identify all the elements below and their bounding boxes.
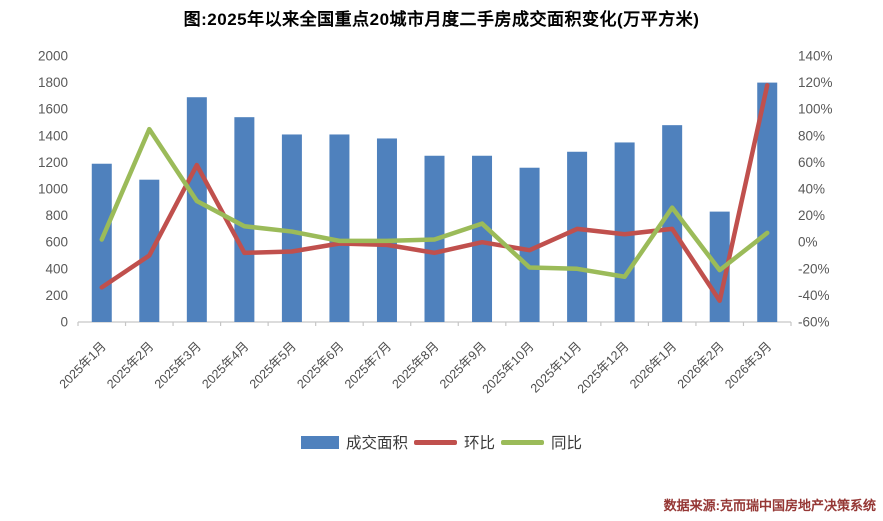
volume-bar [186,97,207,322]
volume-bar-swatch [300,435,339,449]
volume-bar [662,125,683,322]
volume-bar [472,155,493,322]
right-axis-tick-label: 140% [798,49,833,64]
x-category-label: 2025年10月 [480,339,537,396]
left-axis-tick-label: 800 [45,208,68,223]
left-axis-tick-label: 1400 [38,128,68,143]
left-axis-tick-label: 200 [45,288,68,303]
right-axis-tick-label: 100% [798,102,833,117]
right-axis-tick-label: -60% [798,315,830,330]
left-axis-tick-label: 600 [45,235,68,250]
volume-bar [91,163,112,322]
yoy-line [99,126,770,280]
right-axis-tick-label: -40% [798,288,830,303]
left-axis-tick-label: 1600 [38,102,68,117]
left-axis-tick-label: 400 [45,261,68,276]
volume-bar [329,134,350,322]
x-category-label: 2025年7月 [342,339,394,391]
left-axis-tick-label: 0 [60,315,68,330]
volume-bar [757,82,778,322]
legend: 成交面积 环比 同比 [0,431,883,453]
x-category-label: 2025年1月 [57,339,109,391]
legend-item-mom: 环比 [413,431,495,453]
volume-bar [281,134,302,322]
left-axis-tick-label: 1200 [38,155,68,170]
legend-item-volume: 成交面积 [300,431,408,453]
x-category-label: 2026年1月 [627,339,679,391]
x-category-label: 2025年4月 [199,339,251,391]
x-category-label: 2025年5月 [247,339,299,391]
volume-bar [376,138,397,322]
legend-item-yoy: 同比 [501,431,582,453]
x-category-label: 2026年2月 [675,339,727,391]
right-axis-tick-label: 80% [798,128,825,143]
right-axis-tick-label: 0% [798,235,818,250]
volume-bar [567,151,588,322]
left-axis-tick-label: 1000 [38,182,68,197]
x-category-label: 2025年3月 [152,339,204,391]
x-category-label: 2026年3月 [722,339,774,391]
legend-label-volume: 成交面积 [345,435,408,452]
right-axis-tick-label: 120% [798,75,833,90]
right-axis-tick-label: 60% [798,155,825,170]
right-axis-tick-label: -20% [798,261,830,276]
left-axis-tick-label: 1800 [38,75,68,90]
yoy-line-swatch [501,439,544,445]
right-axis-tick-label: 40% [798,182,825,197]
legend-label-mom: 环比 [463,435,495,452]
data-source-note: 数据来源:克而瑞中国房地产决策系统 [663,498,876,513]
right-axis-tick-label: 20% [798,208,825,223]
chart-title: 图:2025年以来全国重点20城市月度二手房成交面积变化(万平方米) [183,10,700,29]
x-category-label: 2025年2月 [104,339,156,391]
x-category-label: 2025年6月 [294,339,346,391]
x-category-label: 2025年8月 [389,339,441,391]
volume-bar [234,117,255,323]
volume-bar [519,167,540,322]
x-category-label: 2025年12月 [575,339,632,396]
legend-label-yoy: 同比 [551,435,583,452]
mom-line-swatch [413,439,457,445]
left-axis-tick-label: 2000 [38,49,68,64]
